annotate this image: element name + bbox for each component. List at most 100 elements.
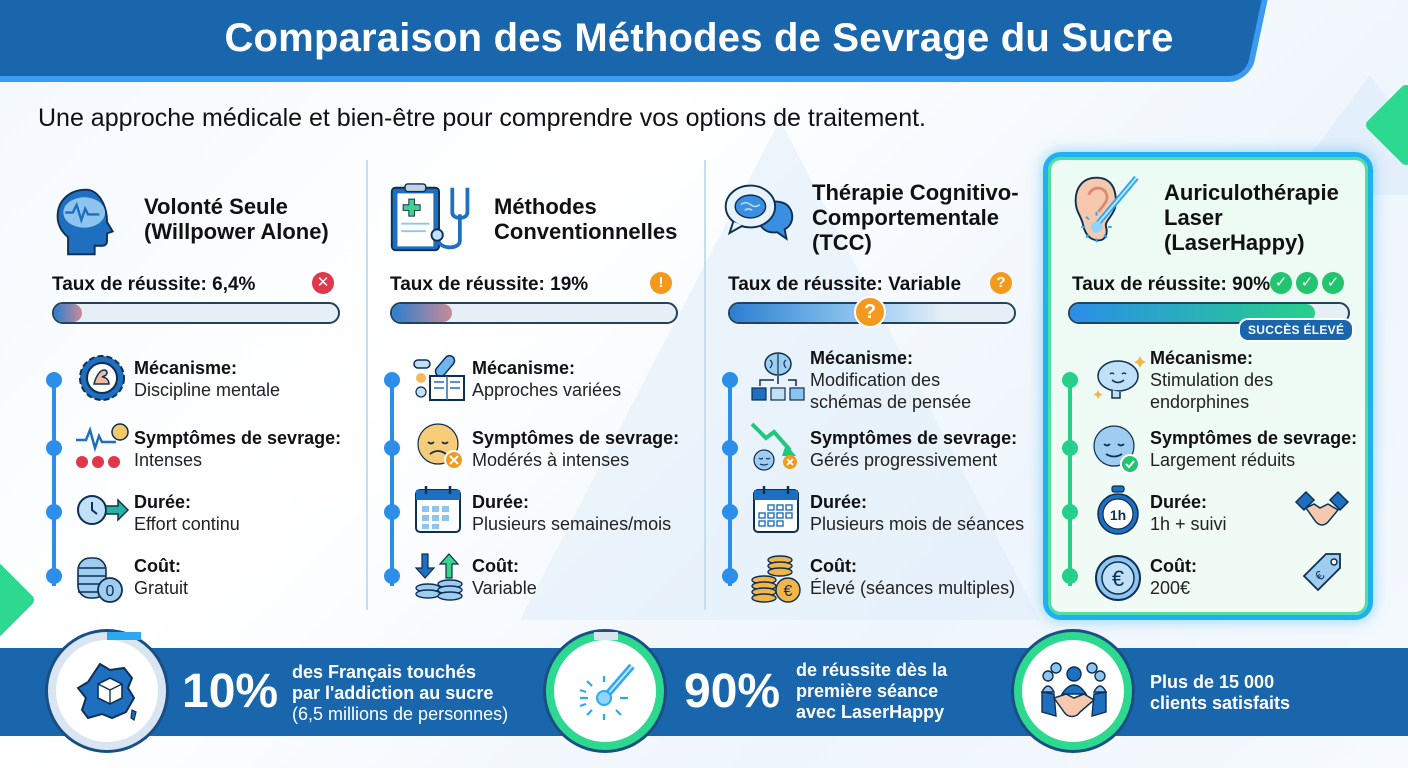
timeline-dot — [1062, 568, 1078, 584]
timeline-dot — [384, 568, 400, 584]
stats-band — [0, 648, 1408, 736]
calendar-icon — [415, 486, 461, 533]
clock-arrow-icon — [77, 495, 130, 525]
brain-speech-bubble-icon — [724, 184, 794, 241]
stat-circle — [48, 632, 166, 750]
cost-value: Variable — [472, 578, 537, 598]
cost-value: 200€ — [1150, 578, 1191, 598]
success-rate-label: Taux de réussite: 90% — [1072, 274, 1271, 295]
brain-flow-icon — [751, 352, 805, 401]
cost-label: Coût: — [1150, 556, 1197, 576]
method-title-line2: Comportementale — [812, 205, 1000, 230]
method-subtitle: Conventionnelles — [494, 219, 678, 244]
question-icon: ? — [854, 296, 886, 328]
method-card-laserhappy: Auriculothérapie Laser (LaserHappy) Taux… — [1046, 160, 1372, 610]
timeline-line — [52, 378, 56, 586]
stat-circle — [1014, 632, 1132, 750]
card-header: Volonté Seule (Willpower Alone) — [30, 160, 366, 270]
decorative-diamond — [1363, 82, 1408, 168]
svg-text:€: € — [784, 583, 793, 600]
check-icon: ✓ — [1296, 272, 1318, 294]
euro-coins-icon: € — [751, 555, 801, 603]
svg-text:0: 0 — [106, 583, 115, 600]
stat-value: 10% — [182, 665, 279, 718]
svg-text:1h: 1h — [1110, 507, 1126, 523]
stat-circle — [546, 632, 664, 750]
svg-text:€: € — [1112, 566, 1124, 591]
calm-face-check-icon — [1093, 425, 1140, 474]
method-subtitle: (TCC) — [812, 230, 872, 255]
timeline-dot — [384, 440, 400, 456]
page-title: Comparaison des Méthodes de Sevrage du S… — [224, 16, 1174, 60]
stat-description: de réussite dès la première séance avec … — [796, 660, 948, 722]
success-rate-label: Taux de réussite: 6,4% — [52, 274, 256, 295]
duration-value: Plusieurs semaines/mois — [472, 514, 672, 534]
mechanism-value: endorphines — [1150, 392, 1250, 412]
success-rate-bar: ? — [728, 296, 1016, 328]
success-rate-label: Taux de réussite: 19% — [390, 274, 589, 295]
card-header: Thérapie Cognitivo- Comportementale (TCC… — [706, 160, 1042, 270]
progress-arc-gap — [594, 632, 618, 640]
cost-value: Élevé (séances multiples) — [810, 578, 1016, 598]
cost-label: Coût: — [810, 556, 857, 576]
gear-muscle-icon — [79, 355, 125, 401]
sad-face-icon — [417, 423, 464, 470]
duration-label: Durée: — [134, 492, 192, 512]
stat-description: des Français touchés par l'addiction au … — [292, 662, 509, 724]
withdrawal-value: Modérés à intenses — [472, 450, 630, 470]
timeline-dot — [722, 440, 738, 456]
duration-label: Durée: — [472, 492, 530, 512]
withdrawal-label: Symptômes de sevrage: — [810, 428, 1018, 448]
mechanism-label: Mécanisme: — [810, 348, 914, 368]
method-card-conventional: Méthodes Conventionnelles Taux de réussi… — [368, 160, 704, 610]
success-tag: SUCCÈS ÉLEVÉ — [1238, 318, 1355, 342]
method-title: Méthodes — [494, 194, 597, 219]
euro-coin-icon: € — [1095, 555, 1141, 601]
stat-description: Plus de 15 000 clients satisfaits — [1150, 672, 1291, 713]
timeline-dot — [46, 372, 62, 388]
france-sugar-cube-icon — [76, 662, 137, 721]
method-subtitle: (Willpower Alone) — [144, 219, 329, 244]
success-rate-fill — [54, 304, 83, 322]
timeline-dot — [46, 440, 62, 456]
handshake-icon — [1294, 490, 1350, 526]
people-handshake-icon — [1040, 662, 1108, 718]
success-rate-label: Taux de réussite: Variable — [728, 274, 962, 295]
method-card-tcc: Thérapie Cognitivo- Comportementale (TCC… — [706, 160, 1042, 610]
column-divider — [366, 160, 368, 610]
timeline-dot — [722, 372, 738, 388]
mechanism-label: Mécanisme: — [134, 358, 238, 378]
warning-icon: ! — [650, 272, 672, 294]
withdrawal-value: Intenses — [134, 450, 203, 470]
brain-head-icon — [56, 188, 115, 256]
column-divider — [704, 160, 706, 610]
success-rate-fill — [392, 304, 452, 322]
timeline-line — [728, 378, 732, 586]
heartbeat-sad-icon — [76, 423, 129, 468]
success-rate-bar — [390, 302, 678, 324]
coins-zero-icon: 0 — [77, 557, 123, 603]
timeline-line — [390, 378, 394, 586]
page-subtitle: Une approche médicale et bien-être pour … — [38, 104, 927, 132]
method-subtitle: (LaserHappy) — [1164, 230, 1305, 255]
method-card-willpower: Volonté Seule (Willpower Alone) Taux de … — [30, 160, 366, 610]
timeline-dot — [722, 504, 738, 520]
coins-arrows-icon — [414, 553, 463, 601]
withdrawal-value: Largement réduits — [1150, 450, 1296, 470]
check-icon: ✓ — [1270, 272, 1292, 294]
mechanism-value: Modification des — [810, 370, 941, 390]
mechanism-value: Approches variées — [472, 380, 622, 400]
mechanism-label: Mécanisme: — [472, 358, 576, 378]
duration-label: Durée: — [810, 492, 868, 512]
mechanism-value: Stimulation des — [1150, 370, 1274, 390]
mechanism-value: schémas de pensée — [810, 392, 972, 412]
check-icon: ✓ — [1322, 272, 1344, 294]
mechanism-label: Mécanisme: — [1150, 348, 1254, 368]
cost-value: Gratuit — [134, 578, 189, 598]
laser-pen-icon — [579, 663, 635, 720]
card-header: Auriculothérapie Laser (LaserHappy) — [1046, 160, 1372, 270]
progress-arc — [107, 632, 141, 640]
timeline-dot — [46, 504, 62, 520]
timeline-dot — [1062, 504, 1078, 520]
withdrawal-label: Symptômes de sevrage: — [472, 428, 680, 448]
